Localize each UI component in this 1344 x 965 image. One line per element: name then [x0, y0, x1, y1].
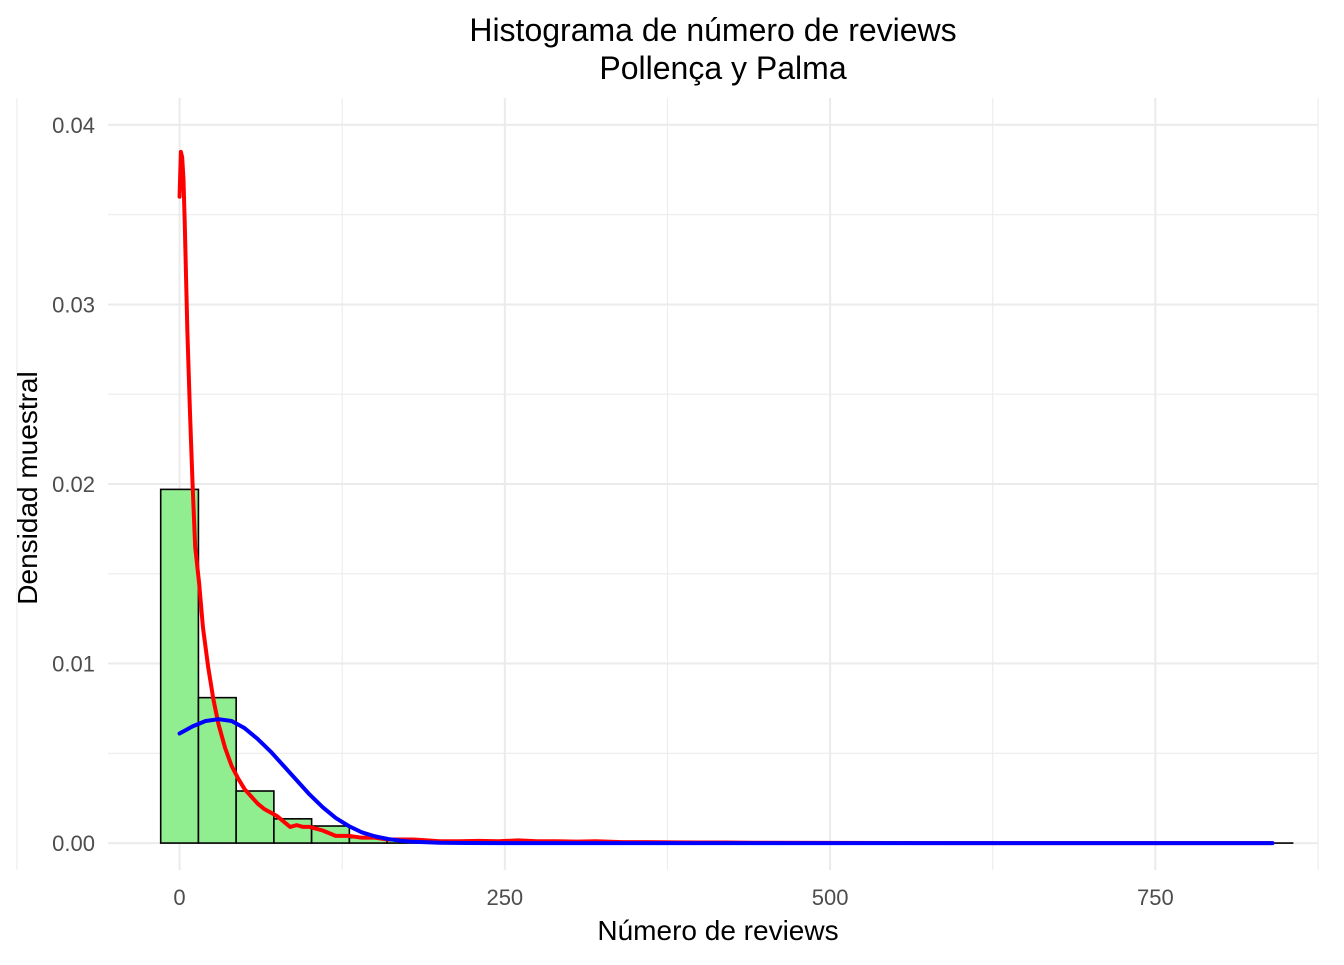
histogram-bar: [161, 489, 199, 843]
y-tick-label: 0.00: [52, 831, 95, 856]
chart-subtitle: Pollença y Palma: [599, 50, 846, 86]
histogram-bar: [274, 819, 312, 843]
y-tick-label: 0.01: [52, 652, 95, 677]
y-tick-label: 0.03: [52, 292, 95, 317]
density-curve-red: [180, 152, 1273, 843]
y-axis-title: Densidad muestral: [12, 371, 43, 604]
y-tick-label: 0.02: [52, 472, 95, 497]
x-tick-label: 0: [173, 885, 185, 910]
density-curves: [180, 152, 1273, 843]
chart-title: Histograma de número de reviews: [469, 12, 956, 48]
x-tick-label: 500: [812, 885, 849, 910]
x-axis-title: Número de reviews: [597, 915, 838, 946]
density-curve-blue: [180, 719, 1273, 843]
x-tick-label: 750: [1137, 885, 1174, 910]
x-tick-label: 250: [486, 885, 523, 910]
y-tick-label: 0.04: [52, 113, 95, 138]
histogram-bars: [161, 489, 1293, 843]
